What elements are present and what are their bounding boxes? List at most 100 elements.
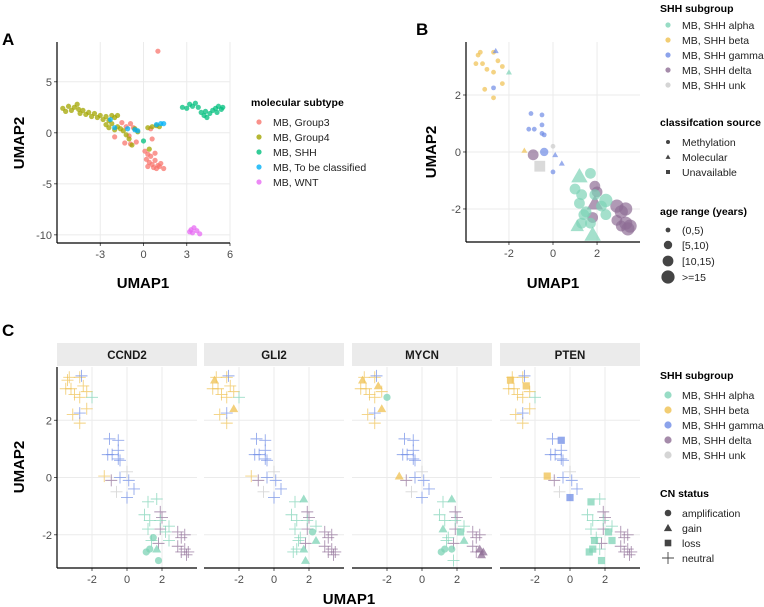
point-mb-group4 <box>63 108 69 114</box>
point-pten-neutral <box>621 528 634 541</box>
point-pten-loss <box>543 472 551 480</box>
point-mb-to-be-classified <box>125 126 131 132</box>
point-gli2-gain <box>311 536 321 544</box>
point-ccnd2-neutral <box>178 528 191 541</box>
point-ccnd2-neutral <box>163 534 175 547</box>
legend-title-a: molecular subtype <box>251 97 344 109</box>
point-pten-neutral <box>593 492 606 505</box>
point-gli2-gain <box>299 494 309 503</box>
point-gli2-neutral <box>325 543 338 556</box>
legend-label-age: >=15 <box>682 272 706 284</box>
point-pten-neutral <box>599 511 611 524</box>
legend-b: MB, SHH alpha MB, SHH beta MB, SHH gamma MB… <box>661 20 764 284</box>
point-mycn-neutral <box>407 434 420 447</box>
point-mycn-neutral <box>417 474 430 487</box>
point-ccnd2-neutral <box>178 543 191 556</box>
point-ccnd2-neutral <box>142 495 154 508</box>
point-ccnd2-neutral <box>142 523 154 536</box>
point-gli2-neutral <box>233 391 245 404</box>
legend-label-cn: loss <box>682 538 701 550</box>
point-shh-gamma <box>526 126 532 132</box>
point-ccnd2-neutral <box>110 485 123 498</box>
point-ccnd2-neutral <box>114 471 126 484</box>
point-shh-gamma <box>528 111 534 116</box>
point-shh-alpha <box>574 197 585 209</box>
point-mb-shh <box>192 100 198 106</box>
point-gli2-neutral <box>250 432 263 445</box>
point-pten-loss <box>590 536 599 545</box>
facet-strip <box>204 343 344 366</box>
point-pten-neutral <box>586 514 599 527</box>
point-mb-group4 <box>106 125 112 131</box>
legend-title-age-b: age range (years) <box>660 206 747 218</box>
point-gli2-neutral <box>290 543 303 556</box>
point-ccnd2-neutral <box>73 391 86 404</box>
legend-label-age: [10,15) <box>682 256 715 268</box>
point-pten-neutral <box>565 474 578 487</box>
legend-label-a: MB, WNT <box>273 177 319 189</box>
point-ccnd2-neutral <box>98 470 111 483</box>
legend-label-subgroup: MB, SHH alpha <box>682 20 755 32</box>
point-mb-group4 <box>103 113 109 120</box>
point-pten-neutral <box>511 388 524 401</box>
point-mb-group4 <box>86 109 92 116</box>
point-mb-group4 <box>123 132 129 138</box>
point-gli2-neutral <box>220 417 233 430</box>
facet-strip <box>57 343 197 366</box>
y-tick-label: 0 <box>455 147 461 159</box>
facet-strip <box>352 343 492 366</box>
point-mb-shh <box>140 138 147 144</box>
point-pten-neutral <box>557 454 569 467</box>
point-shh-beta <box>521 147 528 153</box>
legend-key-a <box>256 149 262 155</box>
point-mb-group4 <box>129 142 135 148</box>
y-axis-title-a: UMAP2 <box>11 117 28 170</box>
point-mb-group4 <box>149 124 155 130</box>
point-ccnd2-neutral <box>80 402 93 415</box>
point-mycn-neutral <box>451 511 463 524</box>
point-gli2-neutral <box>301 514 314 527</box>
point-shh-alpha <box>585 167 596 179</box>
point-shh-gamma <box>550 169 556 175</box>
point-pten-neutral <box>581 508 594 521</box>
point-pten-neutral <box>571 482 583 495</box>
point-shh-alpha <box>596 200 607 212</box>
point-pten-loss <box>589 545 597 553</box>
point-pten-neutral <box>546 432 559 445</box>
point-ccnd2-neutral <box>121 465 133 478</box>
legend-key-cn-triangle <box>663 523 673 532</box>
point-ccnd2-neutral <box>143 514 156 527</box>
point-pten-neutral <box>516 371 529 384</box>
point-mb-group3 <box>119 120 125 126</box>
point-ccnd2-neutral <box>122 474 135 487</box>
point-gli2-neutral <box>268 465 280 478</box>
x-tick-label: -2 <box>234 574 244 586</box>
point-mycn-neutral <box>466 525 479 538</box>
point-mycn-gain <box>447 494 457 503</box>
point-mb-group3 <box>148 153 154 159</box>
point-shh-beta <box>484 66 490 72</box>
legend-label-subgroup-c: MB, SHH alpha <box>682 390 755 402</box>
point-gli2-neutral <box>290 514 303 527</box>
point-ccnd2-amplification <box>149 534 157 542</box>
point-gli2-neutral <box>303 511 315 524</box>
point-ccnd2-neutral <box>112 434 125 447</box>
point-mb-group4 <box>80 107 86 113</box>
point-ccnd2-neutral <box>73 417 86 430</box>
point-mycn-neutral <box>447 554 460 567</box>
point-mb-group3 <box>155 48 161 54</box>
point-ccnd2-neutral <box>159 525 172 538</box>
point-shh-gamma <box>491 85 496 91</box>
point-pten-neutral <box>548 474 561 487</box>
point-ccnd2-neutral <box>114 454 126 467</box>
legend-key-source-triangle <box>665 154 671 159</box>
point-shh-beta <box>482 86 488 92</box>
legend-title-source-b: classifcation source <box>660 117 761 129</box>
point-mb-shh <box>179 104 186 110</box>
point-ccnd2-neutral <box>175 545 188 558</box>
point-shh-beta <box>477 49 483 55</box>
point-shh-alpha <box>505 69 512 75</box>
x-tick-label: 0 <box>140 249 146 261</box>
point-mycn-gain <box>377 404 387 413</box>
